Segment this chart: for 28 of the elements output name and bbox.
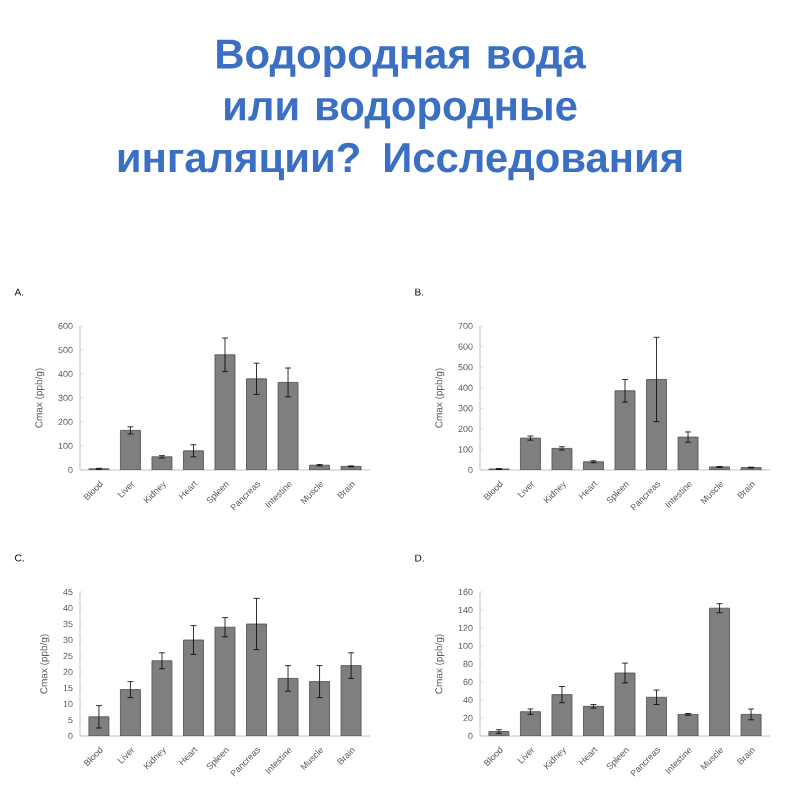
bar [214,626,236,736]
bar [151,456,173,470]
bar [646,696,667,736]
bar [709,607,730,736]
bar [183,639,204,736]
bar [277,381,299,470]
bar [520,437,541,470]
bar [340,665,362,736]
bar [120,689,141,736]
text: Водородная вода или водородные ингаляции? Исследования [118,39,682,181]
bar [551,694,573,736]
bar [214,354,236,470]
bar [646,379,667,470]
bar [740,714,762,736]
bar [183,450,204,470]
bar [246,623,267,736]
bar [551,448,573,470]
bar [614,672,636,736]
bar [309,681,330,736]
bar [520,711,541,736]
bar [677,436,699,470]
bar [614,390,636,470]
bar [583,705,604,736]
bar [151,660,173,736]
bar [246,378,267,470]
bar [120,430,141,470]
bar [277,678,299,736]
bar [583,461,604,470]
